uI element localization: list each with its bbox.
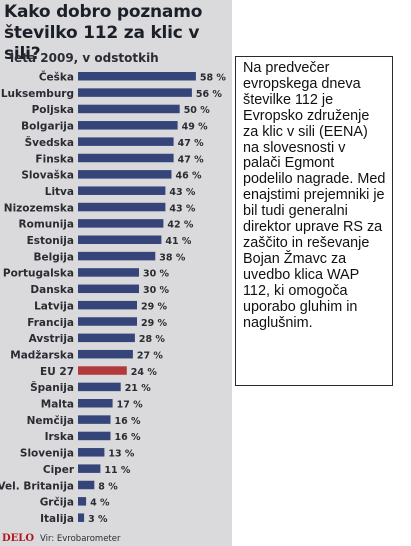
delo-logo: DELO	[2, 533, 35, 544]
value-label: 43 %	[169, 203, 196, 214]
category-label: Švedska	[25, 136, 74, 149]
bar	[78, 431, 111, 441]
category-label: Italija	[40, 513, 74, 525]
value-label: 27 %	[137, 350, 164, 361]
value-label: 30 %	[143, 269, 170, 280]
category-label: Estonija	[27, 235, 74, 247]
value-label: 30 %	[143, 285, 170, 296]
category-label: Vel. Britanija	[0, 480, 74, 492]
bar	[78, 497, 87, 506]
value-label: 8 %	[98, 481, 118, 492]
value-label: 47 %	[178, 138, 205, 149]
value-label: 17 %	[117, 400, 144, 411]
value-label: 28 %	[139, 334, 166, 345]
bar	[78, 399, 113, 408]
value-label: 16 %	[115, 432, 142, 443]
category-label: Portugalska	[3, 268, 74, 280]
category-label: Grčija	[40, 497, 74, 509]
bar	[78, 219, 164, 228]
bar	[78, 480, 95, 490]
bar	[78, 186, 166, 195]
chart-title: Kako dobro poznamo številko 112 za klic …	[4, 2, 203, 64]
category-label: Latvija	[34, 300, 74, 312]
value-label: 42 %	[167, 220, 194, 231]
value-label: 50 %	[184, 105, 211, 116]
bar	[78, 137, 174, 146]
value-label: 47 %	[178, 154, 205, 165]
value-label: 24 %	[131, 367, 158, 378]
category-label: Romunija	[19, 219, 74, 231]
bar	[78, 88, 192, 97]
bar-chart: Češka 58 % Luksemburg 56 % Poljska 50 % Bolgar…	[0, 71, 227, 525]
bar	[78, 121, 178, 130]
value-label: 49 %	[182, 122, 209, 133]
value-label: 29 %	[141, 301, 168, 312]
bar	[78, 300, 137, 310]
value-label: 56 %	[196, 89, 223, 100]
category-label: Belgija	[33, 251, 74, 263]
bar	[78, 513, 85, 522]
category-label: Litva	[45, 186, 74, 198]
category-label: Bolgarija	[21, 121, 74, 133]
bar	[78, 251, 156, 261]
value-label: 16 %	[115, 416, 142, 427]
bar	[78, 235, 162, 244]
category-label: Finska	[35, 153, 74, 165]
category-label: Poljska	[32, 104, 74, 116]
article-text: Na predvečer evropskega dneva številke 1…	[243, 60, 386, 331]
article-text-box: Na predvečer evropskega dneva številke 1…	[235, 56, 393, 386]
value-label: 11 %	[104, 465, 131, 476]
category-label: Luksemburg	[1, 88, 74, 100]
bar	[78, 464, 101, 473]
category-label: Madžarska	[10, 349, 74, 361]
bar	[78, 382, 121, 392]
category-label: EU 27	[40, 366, 74, 378]
bar	[78, 72, 196, 81]
bar	[78, 284, 139, 294]
value-label: 58 %	[200, 73, 227, 84]
chart-source: Vir: Evrobarometer	[40, 534, 121, 544]
category-label: Slovaška	[21, 170, 74, 182]
bar	[78, 448, 105, 457]
bar	[78, 202, 166, 212]
bar	[78, 268, 139, 277]
category-label: Češka	[39, 71, 74, 84]
bar	[78, 415, 111, 424]
value-label: 13 %	[108, 449, 135, 460]
value-label: 41 %	[165, 236, 192, 247]
category-label: Španija	[30, 381, 74, 394]
bar	[78, 104, 180, 114]
newspaper-clipping: Kako dobro poznamo številko 112 za klic …	[0, 0, 232, 546]
value-label: 4 %	[90, 498, 110, 509]
value-label: 46 %	[176, 171, 203, 182]
category-label: Ciper	[43, 464, 75, 476]
bar	[78, 349, 133, 359]
value-label: 29 %	[141, 318, 168, 329]
category-label: Nizozemska	[4, 202, 74, 214]
bar	[78, 317, 137, 326]
value-label: 3 %	[88, 514, 108, 525]
bar-highlight	[78, 366, 127, 375]
bar	[78, 153, 174, 163]
category-label: Avstrija	[29, 333, 74, 345]
value-label: 43 %	[169, 187, 196, 198]
bar	[78, 333, 135, 343]
category-label: Irska	[45, 431, 74, 443]
category-label: Slovenija	[20, 448, 74, 460]
bar	[78, 170, 172, 179]
category-label: Francija	[27, 317, 74, 329]
value-label: 21 %	[125, 383, 152, 394]
category-label: Malta	[41, 399, 74, 411]
chart-subtitle: leta 2009, v odstotkih	[10, 51, 159, 65]
category-label: Nemčija	[27, 415, 74, 427]
value-label: 38 %	[159, 252, 186, 263]
category-label: Danska	[30, 284, 74, 296]
